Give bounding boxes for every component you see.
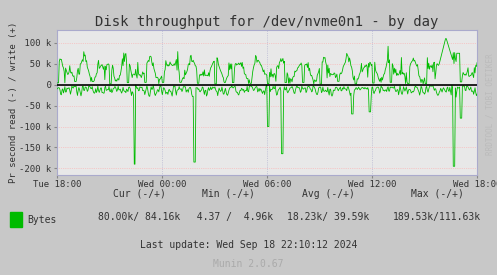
Y-axis label: Pr second read (-) / write (+): Pr second read (-) / write (+) [9,22,18,183]
Text: Avg (-/+): Avg (-/+) [302,189,354,199]
Text: 80.00k/ 84.16k: 80.00k/ 84.16k [98,212,180,222]
Text: 4.37 /  4.96k: 4.37 / 4.96k [184,212,273,222]
Text: 18.23k/ 39.59k: 18.23k/ 39.59k [287,212,369,222]
Text: Last update: Wed Sep 18 22:10:12 2024: Last update: Wed Sep 18 22:10:12 2024 [140,240,357,249]
Text: Cur (-/+): Cur (-/+) [113,189,166,199]
Title: Disk throughput for /dev/nvme0n1 - by day: Disk throughput for /dev/nvme0n1 - by da… [95,15,439,29]
Text: Min (-/+): Min (-/+) [202,189,255,199]
Text: RRDTOOL / TOBI OETIKER: RRDTOOL / TOBI OETIKER [486,54,495,155]
Text: Max (-/+): Max (-/+) [411,189,464,199]
Text: 189.53k/111.63k: 189.53k/111.63k [393,212,482,222]
Text: Bytes: Bytes [27,215,57,225]
Text: Munin 2.0.67: Munin 2.0.67 [213,259,284,269]
